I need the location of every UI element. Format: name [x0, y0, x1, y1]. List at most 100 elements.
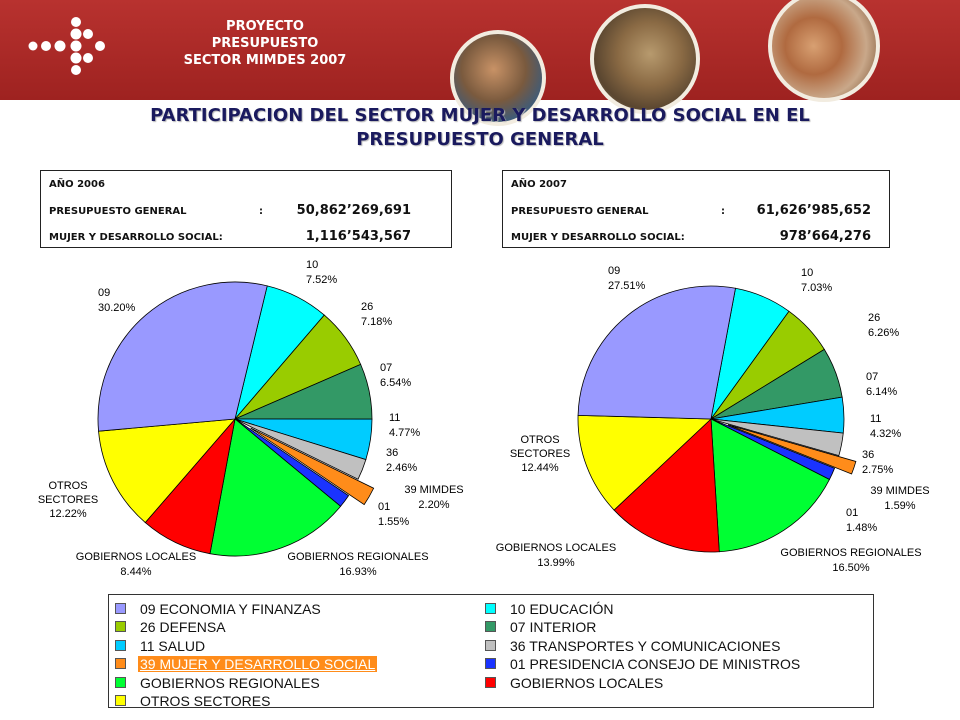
info-box-2007: AÑO 2007 PRESUPUESTO GENERAL : 61,626’98…: [502, 170, 890, 248]
legend-label: 26 DEFENSA: [140, 619, 226, 636]
project-title: PROYECTO PRESUPUESTO SECTOR MIMDES 2007: [160, 18, 370, 69]
year-label: AÑO 2007: [511, 179, 567, 190]
slice-label: 36: [862, 449, 874, 461]
slice-percent-label: 6.26%: [868, 327, 899, 339]
legend-swatch: [115, 676, 126, 688]
year-label: AÑO 2006: [49, 179, 105, 190]
slice-percent-label: 16.93%: [339, 566, 377, 578]
legend: 09 ECONOMIA Y FINANZAS 10 EDUCACIÓN 26 DEF…: [108, 594, 874, 709]
general-budget-label: PRESUPUESTO GENERAL: [49, 206, 187, 217]
legend-swatch: [115, 621, 126, 633]
legend-swatch: [115, 695, 126, 706]
legend-label: 10 EDUCACIÓN: [510, 601, 614, 617]
legend-label: 09 ECONOMIA Y FINANZAS: [140, 601, 321, 617]
logo-dots-icon: [28, 17, 105, 75]
slice-percent-label: 7.03%: [801, 282, 832, 294]
legend-swatch: [485, 639, 496, 651]
project-line: PRESUPUESTO: [211, 36, 319, 51]
info-box-2006: AÑO 2006 PRESUPUESTO GENERAL : 50,862’26…: [40, 170, 452, 248]
legend-label: GOBIERNOS LOCALES: [510, 674, 664, 691]
pie-slice: [710, 418, 844, 457]
slice-percent-label: 8.44%: [120, 566, 151, 578]
project-line: PROYECTO: [226, 19, 304, 34]
legend-label: 39 MUJER Y DESARROLLO SOCIAL: [138, 656, 378, 673]
slice-label: 01: [378, 501, 390, 513]
pie-slice: [209, 418, 342, 557]
title-line: PARTICIPACION DEL SECTOR MUJER Y DESARRO…: [150, 105, 810, 126]
slice-label: 26: [361, 301, 373, 313]
slice-percent-label: 4.77%: [389, 427, 420, 439]
slice-percent-label: 2.46%: [386, 462, 417, 474]
slice-percent-label: 1.59%: [884, 500, 915, 512]
general-budget-label: PRESUPUESTO GENERAL: [511, 206, 649, 217]
slice-percent-label: 7.18%: [361, 316, 392, 328]
title-line: PRESUPUESTO GENERAL: [356, 129, 604, 150]
general-budget-value: 61,626’985,652: [756, 203, 871, 218]
slice-percent-label: 27.51%: [608, 280, 646, 292]
pie-slice: [613, 418, 720, 553]
legend-swatch: [485, 676, 496, 688]
header-banner: PROYECTO PRESUPUESTO SECTOR MIMDES 2007: [0, 0, 960, 126]
slice-label: 10: [801, 267, 813, 279]
slice-percent-label: 1.55%: [378, 516, 409, 528]
slice-label: GOBIERNOS LOCALES: [76, 551, 196, 563]
slice-label: OTROS: [520, 434, 559, 446]
slice-percent-label: 12.44%: [521, 462, 559, 474]
slice-label: GOBIERNOS LOCALES: [496, 542, 616, 554]
photo-mother-child: [768, 0, 880, 102]
colon: :: [721, 206, 725, 217]
slice-label: 07: [866, 371, 878, 383]
slice-percent-label: 30.20%: [98, 302, 136, 314]
legend-label: 07 INTERIOR: [510, 619, 597, 636]
slice-label: GOBIERNOS REGIONALES: [287, 551, 428, 563]
legend-label: 36 TRANSPORTES Y COMUNICACIONES: [510, 637, 781, 654]
legend-swatch: [485, 603, 496, 614]
slice-label: 39 MIMDES: [404, 484, 463, 496]
slice-percent-label: 1.48%: [846, 522, 877, 534]
slice-label: 10: [306, 259, 318, 271]
legend-label: GOBIERNOS REGIONALES: [140, 674, 320, 691]
pie-slice: [577, 414, 712, 511]
slice-percent-label: 12.22%: [49, 508, 87, 520]
slice-label: SECTORES: [38, 494, 98, 506]
pie-slice: [577, 285, 736, 420]
pie-slice: [710, 418, 830, 553]
slice-percent-label: 2.20%: [418, 499, 449, 511]
pie-slice: [98, 418, 236, 524]
slice-label: 26: [868, 312, 880, 324]
photo-women: [450, 30, 546, 126]
legend-label: 11 SALUD: [140, 637, 206, 654]
photo-workers: [590, 4, 700, 114]
slice-label: 09: [608, 265, 620, 277]
legend-swatch: [115, 603, 126, 614]
slice-label: 36: [386, 447, 398, 459]
legend-swatch: [115, 658, 126, 670]
mimdes-label: MUJER Y DESARROLLO SOCIAL:: [49, 232, 223, 243]
legend-label: OTROS SECTORES: [140, 693, 271, 709]
mimdes-label: MUJER Y DESARROLLO SOCIAL:: [511, 232, 685, 243]
page-title: PARTICIPACION DEL SECTOR MUJER Y DESARRO…: [80, 104, 880, 152]
slice-percent-label: 7.52%: [306, 274, 337, 286]
legend-swatch: [485, 621, 496, 633]
slice-label: 09: [98, 287, 110, 299]
slice-label: OTROS: [48, 480, 87, 492]
legend-label: 01 PRESIDENCIA CONSEJO DE MINISTROS: [510, 656, 801, 673]
slice-percent-label: 13.99%: [537, 557, 575, 569]
legend-swatch: [485, 658, 496, 670]
slice-percent-label: 2.75%: [862, 464, 893, 476]
general-budget-value: 50,862’269,691: [296, 203, 411, 218]
slice-percent-label: 4.32%: [870, 428, 901, 440]
slice-percent-label: 16.50%: [832, 562, 870, 574]
legend-swatch: [115, 639, 126, 651]
slice-label: 39 MIMDES: [870, 485, 929, 497]
slice-label: 01: [846, 507, 858, 519]
pie-slice: [250, 427, 375, 506]
slice-label: 11: [389, 412, 400, 424]
mimdes-value: 978’664,276: [779, 229, 871, 244]
mimdes-value: 1,116’543,567: [305, 229, 411, 244]
pie-slice: [97, 281, 268, 432]
slice-percent-label: 6.54%: [380, 377, 411, 389]
slice-label: SECTORES: [510, 448, 570, 460]
project-line: SECTOR MIMDES 2007: [183, 53, 347, 68]
